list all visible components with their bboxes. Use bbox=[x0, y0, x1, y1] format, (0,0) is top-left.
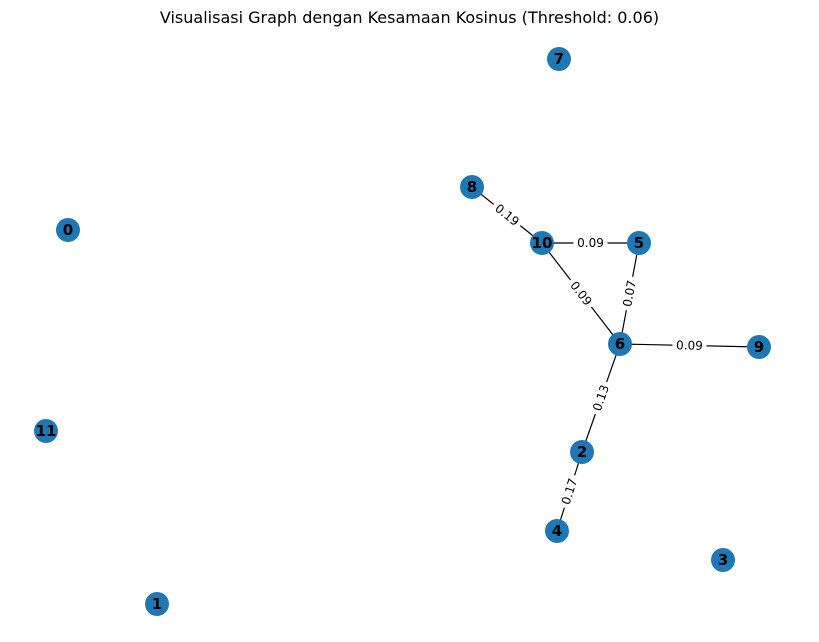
edge-weight-label-5-6: 0.07 bbox=[620, 279, 639, 308]
edge-label-background bbox=[573, 235, 608, 251]
edge-weight-label-6-9: 0.09 bbox=[676, 338, 703, 353]
edge-label-group-6-9: 0.09 bbox=[672, 337, 707, 354]
node-10 bbox=[530, 231, 554, 255]
node-label-9: 9 bbox=[754, 338, 764, 356]
node-label-3: 3 bbox=[718, 551, 728, 569]
node-11 bbox=[34, 419, 58, 443]
edge-label-background bbox=[564, 275, 598, 312]
node-label-10: 10 bbox=[532, 234, 553, 252]
edge-label-group-10-5: 0.09 bbox=[573, 235, 608, 251]
edge-label-background bbox=[587, 379, 615, 417]
node-7 bbox=[547, 47, 571, 71]
edge-label-group-2-4: 0.17 bbox=[556, 472, 583, 511]
edge-label-group-6-2: 0.13 bbox=[587, 379, 615, 417]
edge-label-group-8-10: 0.19 bbox=[488, 198, 526, 232]
edge-label-group-10-6: 0.09 bbox=[564, 275, 598, 312]
node-label-11: 11 bbox=[36, 422, 57, 440]
node-0 bbox=[56, 218, 80, 242]
graph-title: Visualisasi Graph dengan Kesamaan Kosinu… bbox=[159, 8, 660, 27]
edge-label-background bbox=[672, 337, 707, 354]
node-label-8: 8 bbox=[467, 178, 477, 196]
edge-label-background bbox=[488, 198, 526, 232]
node-label-7: 7 bbox=[554, 50, 564, 68]
node-label-4: 4 bbox=[552, 522, 562, 540]
node-9 bbox=[747, 335, 771, 359]
node-3 bbox=[711, 548, 735, 572]
node-1 bbox=[145, 592, 169, 616]
edges-layer: 0.19 0.09 0.09 0.07 0.09 0.13 0.17 bbox=[471, 186, 760, 532]
node-6 bbox=[608, 332, 632, 356]
node-label-1: 1 bbox=[152, 595, 162, 613]
edge-label-group-5-6: 0.07 bbox=[618, 275, 641, 312]
node-4 bbox=[545, 519, 569, 543]
node-label-0: 0 bbox=[63, 221, 73, 239]
edge-weight-label-10-5: 0.09 bbox=[577, 236, 604, 250]
edge-label-background bbox=[556, 472, 583, 511]
node-label-2: 2 bbox=[577, 443, 587, 461]
node-label-5: 5 bbox=[634, 234, 644, 252]
edge-label-background bbox=[618, 275, 641, 312]
node-label-6: 6 bbox=[615, 335, 625, 353]
node-5 bbox=[627, 231, 651, 255]
node-2 bbox=[570, 440, 594, 464]
nodes-layer: 0 1 2 3 4 5 6 7 8 9 10 11 bbox=[34, 47, 771, 616]
node-8 bbox=[460, 175, 484, 199]
